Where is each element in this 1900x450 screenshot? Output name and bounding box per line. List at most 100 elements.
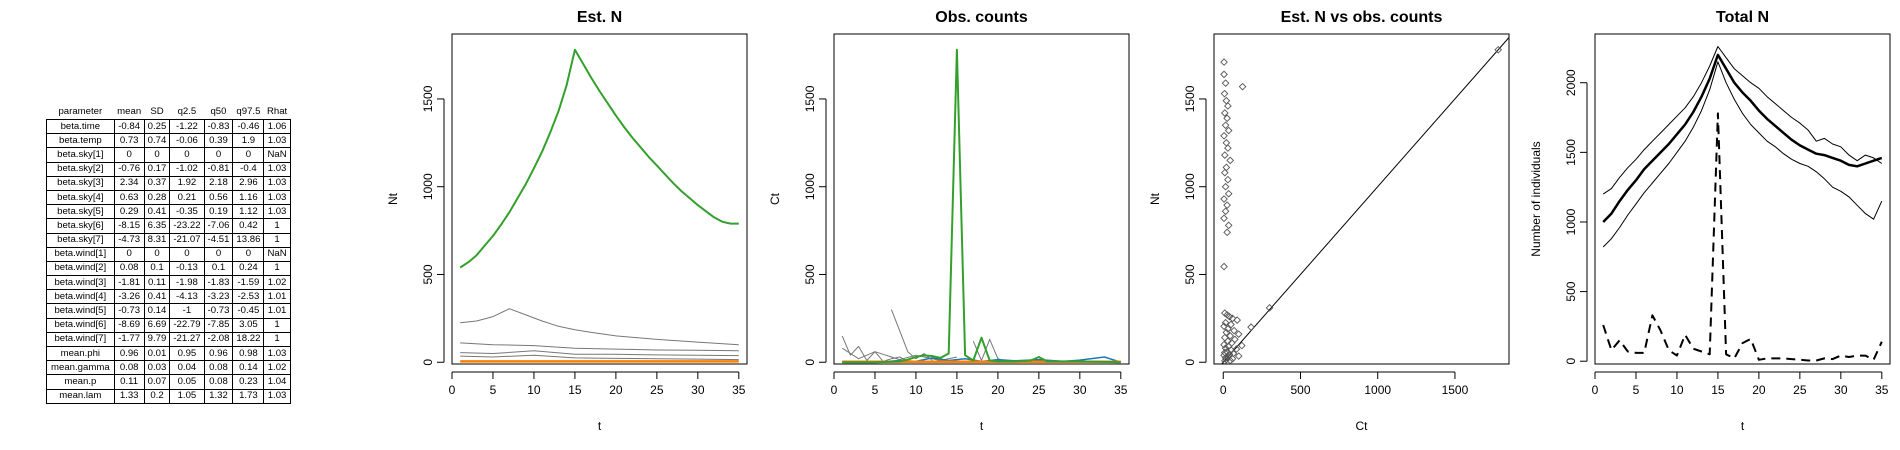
column-header: Rhat [266, 106, 288, 117]
table-cell: -1.02 [169, 161, 205, 177]
y-tick-label: 1500 [1564, 139, 1578, 166]
scatter-point [1226, 156, 1235, 165]
table-cell: 13.86 [232, 232, 265, 248]
scatter-point [1224, 102, 1232, 110]
y-tick-label: 500 [1564, 281, 1578, 301]
series-line [1602, 61, 1883, 248]
x-tick-label: 30 [1834, 383, 1848, 397]
column-header: q97.5 [236, 106, 261, 117]
table-cell: 1.92 [169, 175, 205, 191]
plot-frame [833, 33, 1130, 365]
table-cell: 0.29 [113, 204, 145, 220]
x-tick-label: 5 [490, 383, 497, 397]
scatter-point [1223, 114, 1231, 123]
scatter-point [1220, 151, 1229, 159]
table-cell: NaN [263, 147, 291, 163]
table-cell: 1.02 [263, 275, 291, 291]
scatter-point [1223, 228, 1231, 237]
scatter-point [1220, 131, 1228, 140]
table-row: beta.wind[6] -8.69 6.69 -22.79 -7.85 3.05 1 [46, 317, 291, 333]
y-tick-label: 0 [1183, 359, 1197, 366]
table-cell: -0.35 [169, 204, 205, 220]
table-cell: 0.25 [143, 118, 171, 135]
x-tick-label: 0 [449, 383, 456, 397]
table-cell: beta.sky[5] [46, 204, 115, 220]
plot-frame [1213, 33, 1510, 365]
table-cell: 1.33 [113, 388, 145, 404]
x-tick-label: 10 [1670, 383, 1684, 397]
table-cell: 2.34 [113, 175, 145, 191]
table-row: beta.sky[5] 0.29 0.41 -0.35 0.19 1.12 1.03 [46, 204, 291, 220]
table-row: beta.sky[7] -4.73 8.31 -21.07 -4.51 13.86 1 [46, 232, 291, 248]
scatter-point [1221, 354, 1230, 362]
chart-title: Obs. counts [935, 9, 1028, 26]
y-tick-label: 1500 [803, 85, 817, 112]
x-tick-label: 15 [1711, 383, 1725, 397]
table-cell: -0.06 [169, 133, 205, 149]
scatter-point [1226, 356, 1235, 364]
table-row: mean.lam 1.33 0.2 1.05 1.32 1.73 1.03 [46, 388, 291, 404]
y-axis-label: Nt [386, 192, 400, 205]
chart-1: Est. N t Nt 0 5 10 15 20 25 30 35 0 500 1000 1500 [386, 9, 748, 433]
scatter-point [1223, 201, 1231, 209]
series-line [460, 342, 739, 352]
scatter-point [1233, 316, 1242, 324]
x-tick-label: 20 [991, 383, 1005, 397]
scatter-point [1220, 168, 1229, 177]
x-tick-label: 0 [1592, 383, 1599, 397]
x-tick-label: 5 [1633, 383, 1640, 397]
scatter-point [1224, 221, 1233, 230]
x-tick-label: 5 [872, 383, 879, 397]
chart-4: Total N t Number of individuals 0 5 10 15 20 25 3… [1529, 9, 1891, 433]
table-cell: beta.sky[6] [46, 218, 115, 234]
y-tick-label: 2000 [1564, 69, 1578, 96]
table-row: beta.temp 0.73 0.74 -0.06 0.39 1.9 1.03 [46, 133, 291, 149]
chart-title: Total N [1716, 9, 1769, 26]
table-cell: 1.03 [263, 175, 291, 191]
table-row: beta.sky[6] -8.15 6.35 -23.22 -7.06 0.42 1 [46, 218, 291, 234]
table-cell: -1.77 [113, 331, 145, 348]
plot-frame [451, 33, 748, 365]
table-cell: beta.sky[4] [46, 189, 115, 206]
scatter-point [1224, 175, 1232, 184]
scatter-point [1221, 79, 1230, 87]
x-axis-label: t [598, 419, 602, 433]
table-cell: -0.73 [113, 303, 145, 319]
scatter-point [1224, 126, 1233, 135]
table-cell: -4.73 [113, 232, 145, 248]
series-line [841, 335, 916, 363]
scatter-point [1220, 195, 1228, 203]
scatter-point [1494, 45, 1503, 54]
y-tick-label: 0 [803, 359, 817, 366]
scatter-point [1220, 58, 1228, 66]
table-cell: 1 [263, 232, 291, 248]
scatter-point [1220, 89, 1229, 98]
x-tick-label: 30 [1073, 383, 1087, 397]
table-cell: 0 [113, 147, 145, 163]
table-cell: 0 [169, 147, 205, 163]
table-row: beta.sky[2] -0.76 0.17 -1.02 -0.81 -0.4 1.03 [46, 161, 291, 177]
parameter-summary-table: parameter mean SD q2.5 q50 q97.5 Rhat beta.tim… [46, 106, 291, 404]
y-tick-label: 1500 [421, 85, 435, 112]
table-cell: 1 [263, 218, 291, 234]
table-cell: 1.06 [263, 118, 291, 135]
y-tick-label: 500 [803, 264, 817, 284]
y-tick-label: 1000 [1564, 208, 1578, 235]
x-tick-label: 20 [609, 383, 623, 397]
scatter-point [1265, 303, 1274, 312]
y-tick-label: 0 [1564, 358, 1578, 365]
x-tick-label: 10 [909, 383, 923, 397]
x-tick-label: 30 [691, 383, 705, 397]
plot-content [1220, 37, 1509, 364]
table-cell: 0.41 [143, 204, 171, 220]
table-row: beta.time -0.84 0.25 -1.22 -0.83 -0.46 1.06 [46, 118, 291, 135]
x-tick-label: 500 [1290, 383, 1310, 397]
x-tick-label: 0 [831, 383, 838, 397]
y-tick-label: 1000 [1183, 173, 1197, 200]
scatter-point [1247, 323, 1255, 331]
column-header: q2.5 [177, 106, 197, 117]
table-cell: beta.sky[1] [46, 147, 115, 163]
scatter-point [1234, 330, 1243, 338]
y-tick-label: 1000 [803, 173, 817, 200]
series-line [460, 308, 739, 346]
